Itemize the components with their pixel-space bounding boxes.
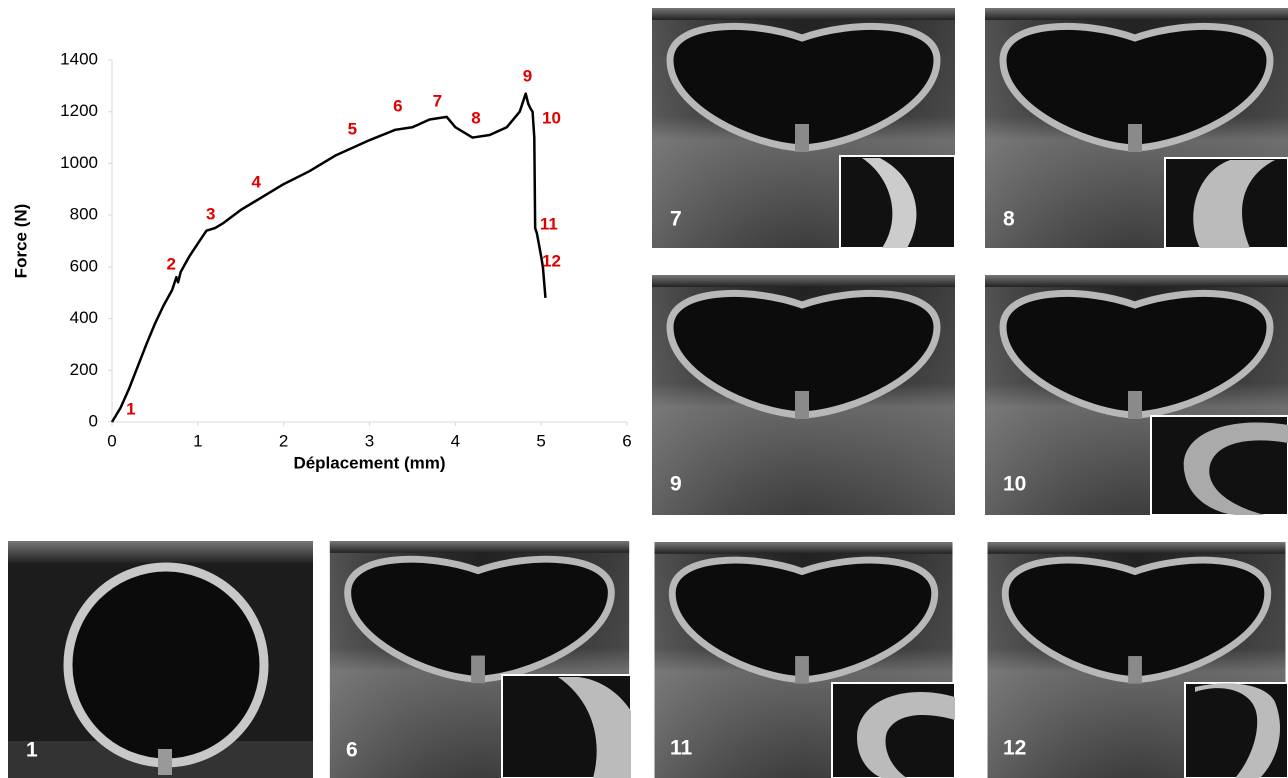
photo-panel: 12 bbox=[988, 542, 1288, 778]
photo-panel: 7 bbox=[652, 8, 956, 249]
photo-panel: 10 bbox=[985, 275, 1288, 516]
photo-panel: 6 bbox=[330, 541, 632, 778]
y-tick-label: 1200 bbox=[60, 101, 98, 120]
point-annotation: 6 bbox=[393, 97, 402, 116]
photo-label: 7 bbox=[670, 208, 682, 231]
photo-panel: 1 bbox=[8, 541, 313, 778]
y-tick-label: 400 bbox=[70, 308, 98, 327]
y-tick-label: 800 bbox=[70, 205, 98, 224]
photo-label: 1 bbox=[26, 739, 38, 762]
point-annotation: 4 bbox=[251, 173, 261, 192]
point-annotation: 8 bbox=[471, 108, 480, 127]
photo-panel: 9 bbox=[652, 275, 955, 515]
photo-label: 9 bbox=[670, 473, 682, 496]
y-tick-label: 200 bbox=[70, 360, 98, 379]
x-tick-label: 2 bbox=[279, 431, 288, 450]
point-annotation: 1 bbox=[126, 400, 135, 419]
point-annotation: 12 bbox=[542, 251, 561, 270]
point-annotation: 9 bbox=[523, 67, 532, 86]
photo-label: 11 bbox=[670, 737, 693, 760]
x-axis-label: Déplacement (mm) bbox=[293, 453, 445, 472]
x-tick-label: 1 bbox=[193, 431, 202, 450]
point-annotation: 11 bbox=[540, 214, 558, 233]
x-tick-label: 6 bbox=[622, 431, 631, 450]
y-axis-label: Force (N) bbox=[11, 204, 30, 279]
y-tick-label: 600 bbox=[70, 256, 98, 275]
x-tick-label: 5 bbox=[536, 431, 545, 450]
point-annotation: 2 bbox=[166, 255, 175, 274]
point-annotation: 7 bbox=[433, 92, 442, 111]
x-tick-label: 0 bbox=[107, 431, 116, 450]
y-tick-label: 0 bbox=[89, 411, 98, 430]
photo-panel: 11 bbox=[655, 542, 956, 778]
point-annotation: 5 bbox=[348, 120, 357, 139]
photo-panel: 8 bbox=[985, 8, 1288, 249]
x-tick-label: 4 bbox=[451, 431, 460, 450]
photo-label: 10 bbox=[1003, 473, 1026, 496]
data-line bbox=[110, 92, 547, 423]
y-tick-label: 1000 bbox=[60, 153, 98, 172]
photo-label: 6 bbox=[346, 739, 358, 762]
photo-label: 12 bbox=[1003, 737, 1026, 760]
x-tick-label: 3 bbox=[365, 431, 374, 450]
y-tick-label: 1400 bbox=[60, 49, 98, 68]
point-annotation: 10 bbox=[542, 108, 561, 127]
point-annotation: 3 bbox=[206, 205, 215, 224]
photo-label: 8 bbox=[1003, 208, 1015, 231]
